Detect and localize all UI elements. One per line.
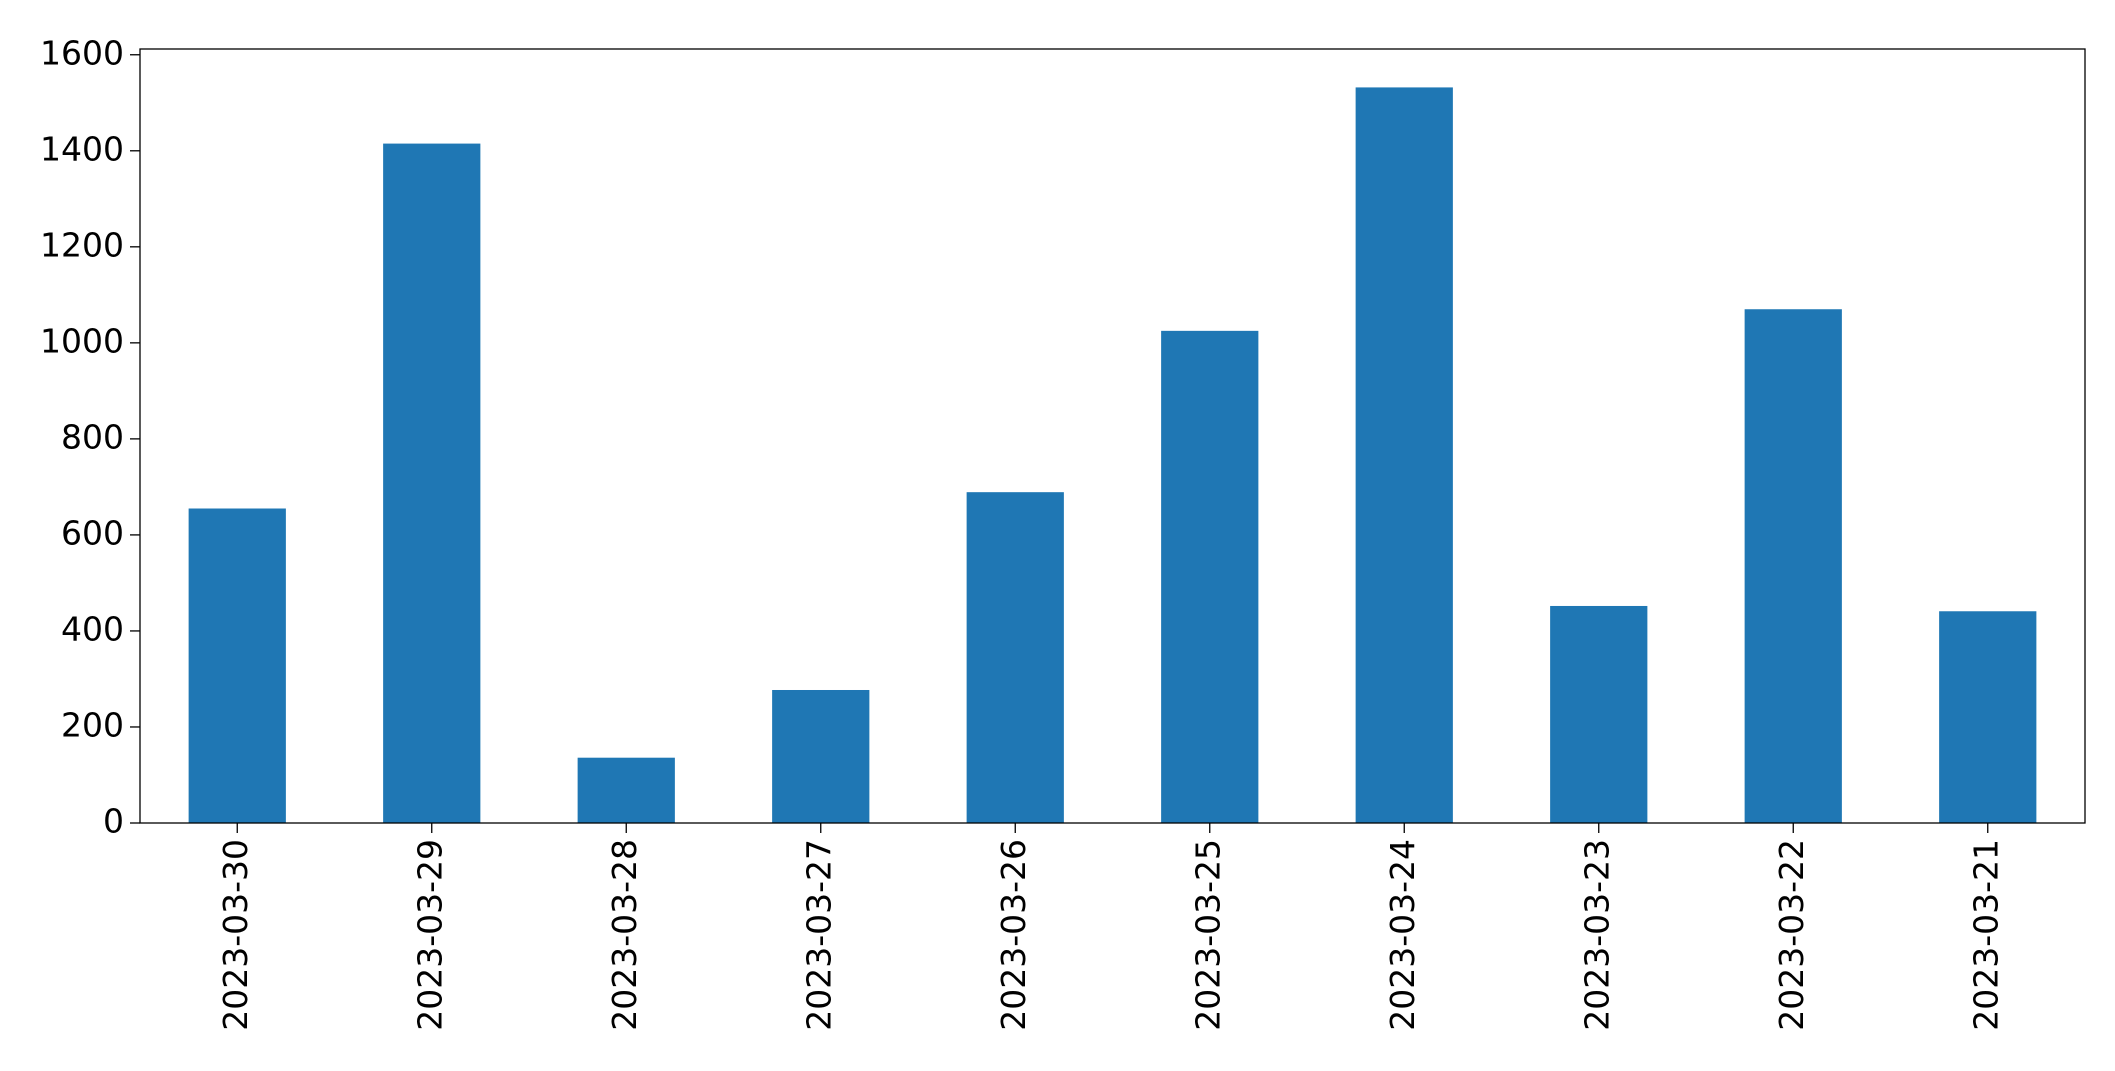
x-tick-label: 2023-03-26 bbox=[994, 839, 1033, 1031]
x-tick-label: 2023-03-24 bbox=[1383, 839, 1422, 1031]
y-tick-label: 1600 bbox=[40, 33, 124, 72]
x-tick-label: 2023-03-30 bbox=[216, 839, 255, 1031]
plot-frame bbox=[139, 48, 2086, 824]
y-tick-label: 600 bbox=[61, 513, 124, 552]
x-tick-label: 2023-03-25 bbox=[1188, 839, 1227, 1031]
x-tick-label: 2023-03-27 bbox=[799, 839, 838, 1031]
y-tick-label: 1400 bbox=[40, 129, 124, 168]
y-tick-label: 800 bbox=[61, 417, 124, 456]
bar bbox=[1550, 605, 1648, 823]
bar bbox=[1939, 611, 2037, 823]
bar bbox=[188, 508, 286, 823]
bar bbox=[772, 689, 870, 823]
x-tick-label: 2023-03-23 bbox=[1577, 839, 1616, 1031]
bar bbox=[966, 492, 1064, 823]
x-tick-label: 2023-03-21 bbox=[1966, 839, 2005, 1031]
y-tick-label: 1200 bbox=[40, 225, 124, 264]
y-tick-label: 200 bbox=[61, 705, 124, 744]
x-tick-label: 2023-03-28 bbox=[605, 839, 644, 1031]
y-tick-label: 0 bbox=[103, 802, 124, 841]
bar bbox=[1744, 309, 1842, 823]
bar bbox=[577, 757, 675, 823]
y-tick-label: 400 bbox=[61, 609, 124, 648]
bar bbox=[1355, 87, 1453, 823]
y-tick-label: 1000 bbox=[40, 321, 124, 360]
bar bbox=[383, 143, 481, 823]
x-tick-label: 2023-03-22 bbox=[1772, 839, 1811, 1031]
bar bbox=[1161, 330, 1259, 823]
x-tick-label: 2023-03-29 bbox=[410, 839, 449, 1031]
